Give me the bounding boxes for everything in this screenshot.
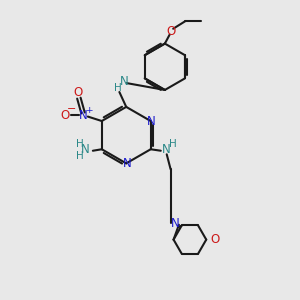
Text: H: H <box>169 139 176 149</box>
Text: −: − <box>67 104 76 114</box>
Text: +: + <box>85 106 93 115</box>
Text: H: H <box>114 82 122 93</box>
Text: O: O <box>211 233 220 246</box>
Text: N: N <box>162 143 171 156</box>
Text: N: N <box>81 143 90 156</box>
Text: O: O <box>61 109 70 122</box>
Text: H: H <box>76 151 84 161</box>
Text: H: H <box>76 139 84 149</box>
Text: N: N <box>171 218 179 230</box>
Text: N: N <box>147 115 156 128</box>
Text: O: O <box>166 25 176 38</box>
Text: N: N <box>79 109 87 122</box>
Text: O: O <box>74 86 83 99</box>
Text: N: N <box>120 74 129 88</box>
Text: N: N <box>122 157 131 170</box>
